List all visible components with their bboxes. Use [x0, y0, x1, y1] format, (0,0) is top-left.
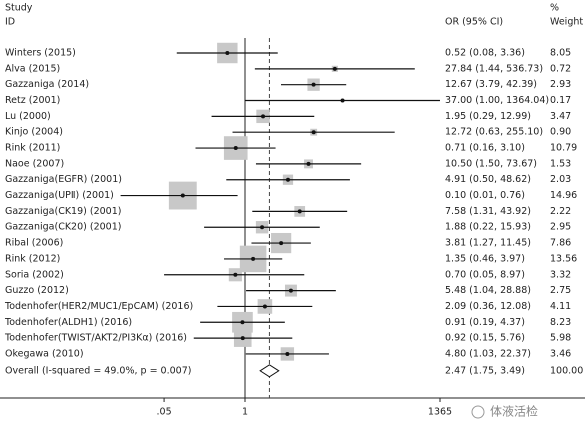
overall-diamond — [259, 364, 280, 378]
or-label: 10.50 (1.50, 73.67) — [445, 158, 537, 169]
or-label: 2.47 (1.75, 3.49) — [445, 365, 525, 376]
point-estimate — [240, 320, 245, 325]
weight-label: 3.32 — [550, 269, 571, 280]
or-label: 37.00 (1.00, 1364.04) — [445, 95, 549, 106]
point-estimate — [260, 225, 265, 230]
study-name: Retz (2001) — [5, 95, 60, 106]
point-estimate — [225, 51, 230, 55]
weight-label: 2.03 — [550, 174, 571, 185]
weight-label: 3.47 — [550, 111, 571, 122]
header-or: OR (95% CI) — [445, 17, 503, 28]
or-label: 1.35 (0.46, 3.97) — [445, 253, 525, 264]
point-estimate — [279, 241, 284, 246]
or-label: 12.72 (0.63, 255.10) — [445, 127, 543, 138]
watermark: 体液活检 — [490, 404, 538, 419]
header-pct: % — [550, 3, 559, 14]
or-label: 2.09 (0.36, 12.08) — [445, 301, 531, 312]
or-label: 0.91 (0.19, 4.37) — [445, 317, 525, 328]
or-label: 5.48 (1.04, 28.88) — [445, 285, 531, 296]
study-name: Todenhofer(TWIST/AKT2/PI3Kα) (2016) — [4, 333, 187, 344]
point-estimate — [240, 336, 245, 341]
study-name: Okegawa (2010) — [5, 348, 84, 359]
x-tick-label: .05 — [157, 407, 172, 418]
point-estimate — [332, 66, 337, 71]
overall-name: Overall (I-squared = 49.0%, p = 0.007) — [5, 365, 191, 376]
weight-label: 2.95 — [550, 222, 571, 233]
or-label: 0.71 (0.16, 3.10) — [445, 143, 525, 154]
point-estimate — [288, 288, 293, 293]
study-name: Ribal (2006) — [5, 238, 63, 249]
weight-label: 3.46 — [550, 348, 571, 359]
study-name: Rink (2012) — [5, 253, 60, 264]
header-weight: Weight — [550, 17, 583, 28]
weight-label: 100.00 — [550, 365, 583, 376]
point-estimate — [297, 209, 302, 214]
point-estimate — [285, 177, 290, 182]
point-estimate — [262, 304, 267, 309]
study-name: Todenhofer(ALDH1) (2016) — [4, 317, 132, 328]
weight-label: 0.72 — [550, 63, 571, 74]
point-estimate — [233, 146, 238, 151]
point-estimate — [285, 351, 290, 356]
study-name: Gazzaniga(CK19) (2001) — [5, 206, 121, 217]
point-estimate — [306, 161, 311, 166]
x-tick-label: 1365 — [428, 407, 452, 418]
or-label: 0.70 (0.05, 8.97) — [445, 269, 525, 280]
weight-label: 8.23 — [550, 317, 571, 328]
study-name: Rink (2011) — [5, 143, 60, 154]
weight-label: 7.86 — [550, 238, 571, 249]
study-name: Soria (2002) — [5, 269, 64, 280]
study-name: Naoe (2007) — [5, 158, 64, 169]
weight-label: 1.53 — [550, 158, 571, 169]
weight-label: 0.90 — [550, 127, 571, 138]
weight-label: 5.98 — [550, 333, 571, 344]
weight-label: 10.79 — [550, 143, 577, 154]
point-estimate — [251, 256, 256, 261]
point-estimate — [180, 193, 185, 198]
point-estimate — [261, 114, 266, 119]
weight-label: 2.22 — [550, 206, 571, 217]
header-study: Study — [5, 3, 33, 14]
study-name: Guzzo (2012) — [5, 285, 69, 296]
study-name: Gazzaniga (2014) — [5, 79, 89, 90]
weight-label: 0.17 — [550, 95, 571, 106]
study-name: Gazzaniga(CK20) (2001) — [5, 222, 121, 233]
study-name: Kinjo (2004) — [5, 127, 63, 138]
study-name: Gazzaniga(EGFR) (2001) — [5, 174, 122, 185]
point-estimate — [311, 130, 316, 135]
weight-label: 2.75 — [550, 285, 571, 296]
header-id: ID — [5, 17, 15, 28]
weight-label: 2.93 — [550, 79, 571, 90]
point-estimate — [340, 98, 345, 103]
or-label: 3.81 (1.27, 11.45) — [445, 238, 531, 249]
or-label: 0.52 (0.08, 3.36) — [445, 48, 525, 59]
or-label: 4.80 (1.03, 22.37) — [445, 348, 531, 359]
or-label: 4.91 (0.50, 48.62) — [445, 174, 531, 185]
or-label: 0.92 (0.15, 5.76) — [445, 333, 525, 344]
weight-label: 4.11 — [550, 301, 571, 312]
study-name: Alva (2015) — [5, 63, 60, 74]
x-tick-label: 1 — [242, 407, 248, 418]
study-name: Todenhofer(HER2/MUC1/EpCAM) (2016) — [4, 301, 193, 312]
or-label: 12.67 (3.79, 42.39) — [445, 79, 537, 90]
weight-label: 14.96 — [550, 190, 577, 201]
study-name: Winters (2015) — [5, 48, 76, 59]
point-estimate — [233, 272, 238, 277]
or-label: 1.88 (0.22, 15.93) — [445, 222, 531, 233]
study-name: Lu (2000) — [5, 111, 51, 122]
watermark-icon — [471, 405, 485, 419]
weight-label: 8.05 — [550, 48, 571, 59]
or-label: 0.10 (0.01, 0.76) — [445, 190, 525, 201]
or-label: 1.95 (0.29, 12.99) — [445, 111, 531, 122]
or-label: 27.84 (1.44, 536.73) — [445, 63, 543, 74]
weight-label: 13.56 — [550, 253, 577, 264]
or-label: 7.58 (1.31, 43.92) — [445, 206, 531, 217]
study-name: Gazzaniga(UPⅡ) (2001) — [5, 190, 114, 201]
point-estimate — [311, 82, 316, 87]
